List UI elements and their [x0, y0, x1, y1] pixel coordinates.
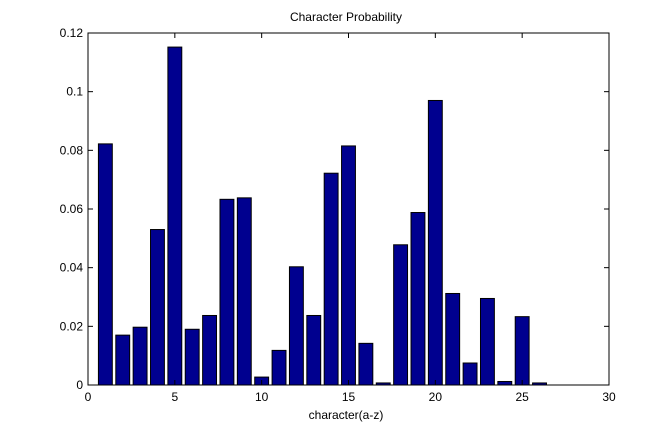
x-tick-label: 0 — [85, 390, 92, 404]
bar — [132, 326, 148, 386]
x-tick-label: 10 — [255, 390, 269, 404]
y-tick-label: 0.06 — [60, 202, 84, 216]
bar — [115, 334, 131, 386]
x-tick-label: 20 — [429, 390, 443, 404]
x-tick-label: 30 — [602, 390, 616, 404]
x-tick-label: 15 — [342, 390, 356, 404]
y-tick-label: 0.1 — [66, 85, 83, 99]
bar — [219, 198, 235, 386]
bar — [445, 292, 461, 386]
bar — [410, 212, 426, 386]
bar — [497, 380, 513, 386]
bar — [288, 266, 304, 386]
bar — [514, 316, 530, 386]
y-tick-label: 0.08 — [60, 143, 84, 157]
bar — [167, 46, 183, 386]
x-tick-label: 25 — [515, 390, 529, 404]
bar — [306, 314, 322, 386]
bar — [462, 362, 478, 386]
chart-title: Character Probability — [290, 10, 402, 24]
bar — [97, 143, 113, 386]
bar — [341, 145, 356, 386]
bar — [184, 328, 200, 386]
x-axis-ticks: 0 5 10 15 20 25 30 — [85, 33, 616, 404]
y-tick-label: 0 — [76, 378, 83, 392]
y-tick-label: 0.04 — [60, 261, 84, 275]
y-tick-label: 0.12 — [60, 26, 84, 40]
x-tick-label: 5 — [171, 390, 178, 404]
bar — [393, 244, 409, 386]
bar — [271, 349, 287, 386]
x-axis-label: character(a-z) — [309, 408, 384, 422]
bar — [358, 342, 374, 386]
y-tick-label: 0.02 — [60, 319, 84, 333]
y-axis-ticks: 0 0.02 0.04 0.06 0.08 0.1 0.12 — [60, 26, 609, 392]
bar — [323, 172, 339, 386]
bar — [427, 99, 443, 386]
bars-group — [97, 46, 547, 386]
bar — [202, 314, 218, 386]
bar — [150, 229, 165, 386]
bar — [479, 297, 495, 386]
bar — [236, 197, 252, 386]
